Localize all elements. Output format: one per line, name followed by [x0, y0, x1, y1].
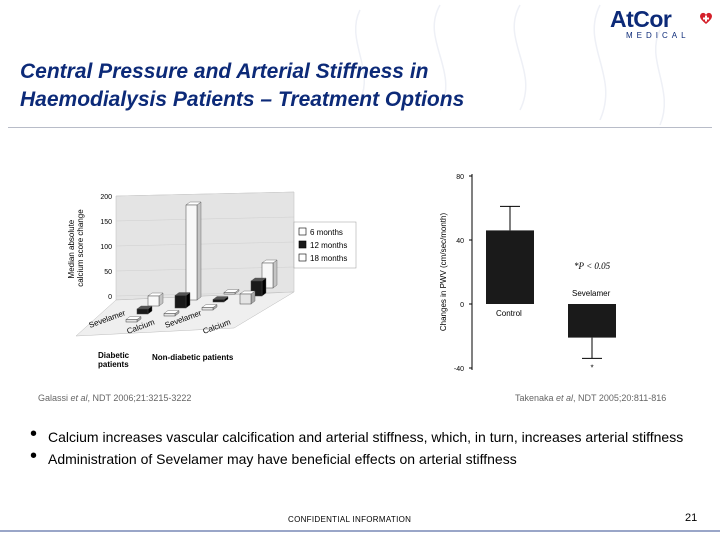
- bar: [250, 280, 263, 297]
- bar: [239, 293, 252, 305]
- legend-label: 18 months: [310, 254, 347, 263]
- legend-label: 12 months: [310, 241, 347, 250]
- citation-right-rest: , NDT 2005;20:811-816: [573, 393, 667, 403]
- logo-text: AtCor: [610, 6, 672, 32]
- bar: [174, 295, 187, 309]
- atcor-logo: AtCor MEDICAL: [610, 6, 714, 44]
- y-axis-label-1: Median absolute: [67, 219, 76, 278]
- citation-left-authors: Galassi: [38, 393, 71, 403]
- group-label-diabetic-2: patients: [98, 360, 129, 369]
- title-line-1: Central Pressure and Arterial Stiffness …: [20, 60, 429, 83]
- group-label-non-diabetic: Non-diabetic patients: [152, 353, 234, 362]
- citation-right-authors: Takenaka: [515, 393, 557, 403]
- chart-floor: [75, 291, 295, 337]
- gridline: [115, 191, 295, 197]
- citation-left: Galassi et al, NDT 2006;21:3215-3222: [38, 393, 191, 403]
- y-axis-label-2: calcium score change: [76, 209, 85, 287]
- confidential-footer: CONFIDENTIAL INFORMATION: [288, 515, 412, 524]
- group-label-diabetic: Diabetic patients: [98, 351, 131, 369]
- bar: [125, 319, 138, 323]
- significance-star: *: [590, 363, 593, 372]
- title-line-2: Haemodialysis Patients – Treatment Optio…: [20, 88, 465, 111]
- y-tick-label: 200: [100, 194, 112, 201]
- bar-side: [196, 201, 202, 301]
- citation-right: Takenaka et al, NDT 2005;20:811-816: [515, 393, 666, 403]
- calcium-score-chart: Median absolute calcium score change 200…: [64, 188, 364, 373]
- slide-title: Central Pressure and Arterial Stiffness …: [20, 58, 640, 114]
- y-axis-label: Median absolute calcium score change: [67, 209, 85, 287]
- citation-right-etal: et al: [556, 393, 574, 403]
- logo-subtext: MEDICAL: [626, 31, 690, 40]
- bullet-list: Calcium increases vascular calcification…: [28, 425, 718, 472]
- legend-label: 6 months: [310, 228, 343, 237]
- bar: [261, 262, 274, 289]
- bar-side: [272, 259, 278, 289]
- legend-swatch: [298, 240, 307, 249]
- bar: [163, 313, 176, 317]
- bar: [486, 230, 534, 304]
- y-tick-label: 100: [100, 244, 112, 251]
- bullet-item: Calcium increases vascular calcification…: [28, 425, 718, 447]
- y-tick-label: 50: [104, 269, 112, 276]
- citation-left-rest: , NDT 2006;21:3215-3222: [87, 393, 192, 403]
- bar: [136, 308, 149, 315]
- y-tick-label: 80: [456, 174, 464, 181]
- title-divider: [8, 127, 712, 128]
- group-label-diabetic-1: Diabetic: [98, 351, 130, 360]
- legend-swatch: [298, 253, 307, 262]
- bar: [147, 295, 160, 307]
- page-number: 21: [685, 512, 698, 524]
- bar: [223, 292, 236, 295]
- bullet-item: Administration of Sevelamer may have ben…: [28, 447, 718, 469]
- pwv-y-axis-label: Changes in PWV (cm/sec/month): [439, 213, 448, 332]
- category-label: Control: [496, 309, 522, 318]
- significance-note: *P < 0.05: [574, 261, 611, 271]
- pwv-change-chart: Changes in PWV (cm/sec/month) 80 40 0 -40 C…: [436, 170, 656, 375]
- footer-divider: [0, 530, 720, 532]
- legend-swatch: [298, 227, 307, 236]
- y-tick-label: 0: [108, 294, 112, 301]
- category-label: Sevelamer: [572, 289, 611, 298]
- bar: [201, 307, 214, 311]
- bar: [212, 299, 225, 303]
- gridline: [115, 241, 295, 247]
- bar: [185, 204, 198, 301]
- bar: [568, 304, 616, 338]
- y-tick-label: 0: [460, 302, 464, 309]
- y-tick-label: 40: [456, 238, 464, 245]
- citation-left-etal: et al: [70, 393, 88, 403]
- y-tick-label: -40: [454, 366, 464, 373]
- heart-cross-icon: [700, 12, 712, 24]
- gridline: [115, 216, 295, 222]
- y-tick-label: 150: [100, 219, 112, 226]
